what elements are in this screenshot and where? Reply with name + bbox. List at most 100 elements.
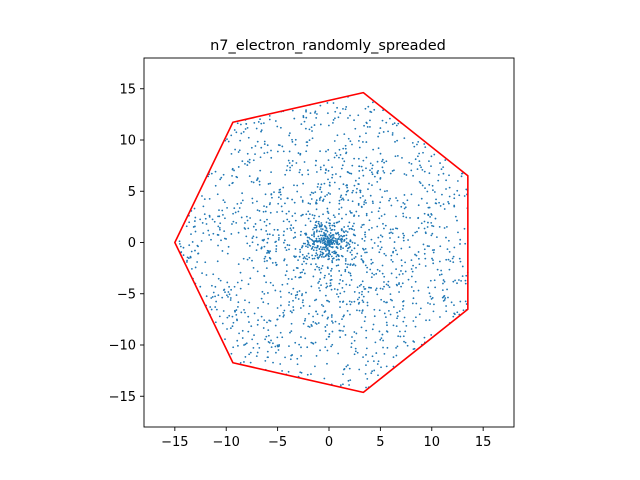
scatter-point — [430, 213, 433, 216]
scatter-point — [354, 264, 357, 267]
scatter-point — [447, 258, 450, 261]
scatter-point — [281, 145, 284, 148]
scatter-point — [364, 231, 367, 234]
scatter-point — [342, 230, 345, 233]
scatter-point — [313, 257, 316, 260]
scatter-point — [371, 167, 373, 170]
scatter-point — [325, 254, 327, 257]
scatter-point — [379, 188, 382, 191]
scatter-point — [321, 228, 324, 231]
scatter-point — [265, 267, 268, 270]
scatter-point — [248, 256, 251, 259]
scatter-point — [456, 311, 459, 314]
scatter-point — [308, 236, 310, 239]
scatter-point — [431, 184, 434, 187]
scatter-point — [366, 301, 369, 304]
scatter-point — [333, 229, 336, 231]
scatter-point — [369, 162, 372, 165]
scatter-point — [224, 338, 226, 341]
scatter-point — [290, 229, 293, 232]
scatter-point — [241, 199, 244, 202]
scatter-point — [428, 245, 430, 248]
scatter-point — [346, 231, 349, 233]
scatter-point — [430, 334, 433, 336]
scatter-point — [366, 125, 369, 128]
scatter-point — [341, 318, 343, 321]
scatter-point — [233, 207, 236, 210]
scatter-point — [281, 336, 284, 339]
scatter-point — [342, 330, 344, 332]
scatter-point — [333, 288, 336, 290]
scatter-point — [367, 105, 370, 108]
scatter-point — [252, 159, 255, 162]
scatter-point — [249, 277, 252, 280]
scatter-point — [402, 236, 405, 239]
scatter-point — [378, 207, 381, 210]
scatter-point — [401, 157, 403, 159]
scatter-point — [350, 227, 353, 230]
scatter-point — [327, 148, 330, 151]
scatter-point — [332, 257, 335, 260]
scatter-point — [389, 293, 392, 296]
scatter-point — [396, 155, 399, 157]
scatter-point — [237, 301, 240, 304]
scatter-point — [412, 290, 415, 292]
scatter-point — [425, 319, 427, 322]
scatter-point — [324, 235, 327, 238]
scatter-point — [348, 284, 351, 287]
scatter-point — [423, 336, 426, 339]
scatter-point — [328, 300, 331, 303]
scatter-point — [365, 201, 367, 204]
scatter-point — [461, 172, 463, 175]
scatter-point — [392, 365, 395, 368]
scatter-point — [291, 160, 294, 162]
scatter-point — [445, 225, 448, 228]
scatter-point — [336, 247, 339, 250]
scatter-point — [432, 310, 435, 313]
scatter-point — [371, 173, 374, 176]
scatter-point — [294, 138, 297, 141]
scatter-point — [323, 238, 326, 241]
scatter-point — [230, 134, 233, 137]
scatter-point — [324, 195, 327, 198]
scatter-point — [266, 259, 268, 262]
chart-title: n7_electron_randomly_spreaded — [210, 38, 446, 54]
scatter-point — [315, 355, 318, 357]
scatter-point — [244, 356, 247, 358]
scatter-point — [282, 234, 285, 237]
scatter-point — [304, 224, 307, 227]
scatter-point — [317, 322, 320, 324]
scatter-point — [340, 234, 343, 237]
scatter-point — [305, 245, 307, 248]
scatter-point — [266, 321, 268, 324]
scatter-point — [459, 260, 462, 263]
scatter-point — [378, 217, 381, 220]
scatter-point — [201, 272, 203, 275]
scatter-point — [356, 187, 358, 190]
scatter-point — [433, 249, 436, 251]
scatter-point — [328, 333, 331, 335]
x-axis-ticks: −15 −10 −5 0 5 10 15 — [161, 427, 491, 450]
scatter-point — [360, 206, 363, 208]
scatter-point — [437, 173, 440, 176]
scatter-point — [316, 254, 319, 256]
scatter-point — [410, 259, 413, 261]
scatter-point — [288, 301, 291, 303]
scatter-point — [254, 223, 257, 225]
scatter-point — [404, 261, 407, 264]
scatter-point — [329, 232, 332, 234]
scatter-point — [300, 371, 303, 374]
scatter-point — [418, 152, 421, 155]
scatter-point — [283, 259, 285, 262]
scatter-point — [442, 203, 445, 206]
scatter-point — [330, 269, 332, 272]
scatter-point — [318, 224, 321, 226]
scatter-point — [342, 300, 345, 303]
scatter-point — [404, 206, 407, 209]
scatter-point — [338, 329, 341, 332]
scatter-point — [323, 311, 326, 313]
scatter-point — [338, 148, 341, 151]
scatter-point — [273, 191, 275, 194]
scatter-point — [319, 278, 321, 280]
scatter-point — [343, 234, 346, 237]
